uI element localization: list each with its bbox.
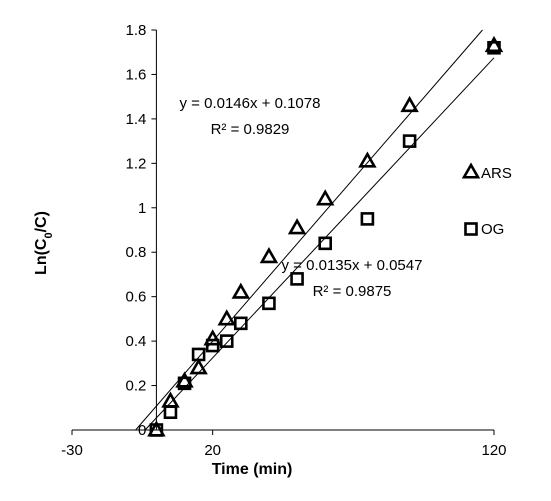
trendlines bbox=[135, 29, 495, 431]
legend-ars-marker-shape bbox=[461, 162, 481, 179]
y-axis-title: Ln(C0/C) bbox=[33, 211, 55, 275]
y-tick-label: 1.4 bbox=[126, 111, 147, 128]
ars-data-point bbox=[203, 329, 222, 346]
y-axis-title-tail: /C) bbox=[33, 211, 50, 232]
y-tick-label: 1.8 bbox=[126, 22, 147, 39]
legend-og-marker-shape bbox=[464, 222, 478, 236]
x-tick-label: 20 bbox=[204, 442, 221, 459]
ars-data-point bbox=[287, 218, 307, 235]
x-tick-label: -30 bbox=[61, 442, 83, 459]
ars-equation: y = 0.0146x + 0.1078 bbox=[180, 95, 321, 112]
x-tick-label: 120 bbox=[481, 442, 506, 459]
og-r-squared: R² = 0.9875 bbox=[313, 283, 392, 300]
og-data-point bbox=[360, 212, 375, 226]
ars-data-point bbox=[175, 371, 194, 388]
ars-r-squared: R² = 0.9829 bbox=[211, 121, 290, 138]
og-data-point bbox=[219, 334, 234, 348]
y-tick-label: 0.8 bbox=[126, 244, 147, 261]
og-data-point bbox=[149, 423, 164, 437]
og-data-point bbox=[234, 316, 248, 331]
og-data-point bbox=[163, 405, 178, 420]
og-data-point bbox=[191, 347, 206, 362]
ars-data-point bbox=[484, 35, 504, 53]
legend-label-og: OG bbox=[481, 221, 504, 238]
data-points bbox=[147, 35, 504, 437]
y-tick-label: 0 bbox=[138, 422, 146, 439]
ars-data-point bbox=[189, 358, 208, 375]
ars-data-point bbox=[217, 309, 236, 326]
ars-data-point bbox=[358, 151, 377, 168]
og-data-point bbox=[487, 40, 501, 55]
ars-data-point bbox=[400, 95, 419, 113]
ars-data-point bbox=[259, 247, 279, 264]
og-equation: y = 0.0135x + 0.0547 bbox=[282, 257, 423, 274]
og-data-point bbox=[402, 134, 417, 148]
legend: ARS OG bbox=[461, 162, 512, 238]
legend-og-square-marker bbox=[464, 222, 478, 236]
og-data-point bbox=[177, 376, 192, 391]
axes: 0 0.2 0.4 0.6 0.8 1 1.2 1.4 1.6 1.8 -30 20 120 bbox=[61, 22, 506, 459]
x-axis-title: Time (min) bbox=[212, 461, 293, 478]
y-axis-title-subscript: 0 bbox=[43, 232, 55, 238]
y-tick-label: 1 bbox=[138, 200, 146, 217]
y-tick-label: 1.6 bbox=[126, 66, 147, 83]
y-tick-label: 0.4 bbox=[126, 333, 147, 350]
y-tick-label: 0.6 bbox=[126, 289, 147, 306]
ars-data-point bbox=[315, 189, 335, 206]
og-data-point bbox=[318, 236, 333, 251]
y-tick-label: 0.2 bbox=[126, 378, 147, 395]
og-data-point bbox=[290, 272, 304, 286]
og-data-point bbox=[205, 338, 220, 353]
legend-label-ars: ARS bbox=[481, 165, 512, 182]
ars-data-point bbox=[231, 282, 251, 299]
legend-ars-triangle-marker bbox=[461, 162, 481, 179]
y-axis-title-main: Ln(C bbox=[33, 238, 50, 275]
y-tick-label: 1.2 bbox=[126, 155, 147, 172]
trendline-ars bbox=[135, 29, 483, 431]
og-data-point bbox=[262, 296, 276, 311]
